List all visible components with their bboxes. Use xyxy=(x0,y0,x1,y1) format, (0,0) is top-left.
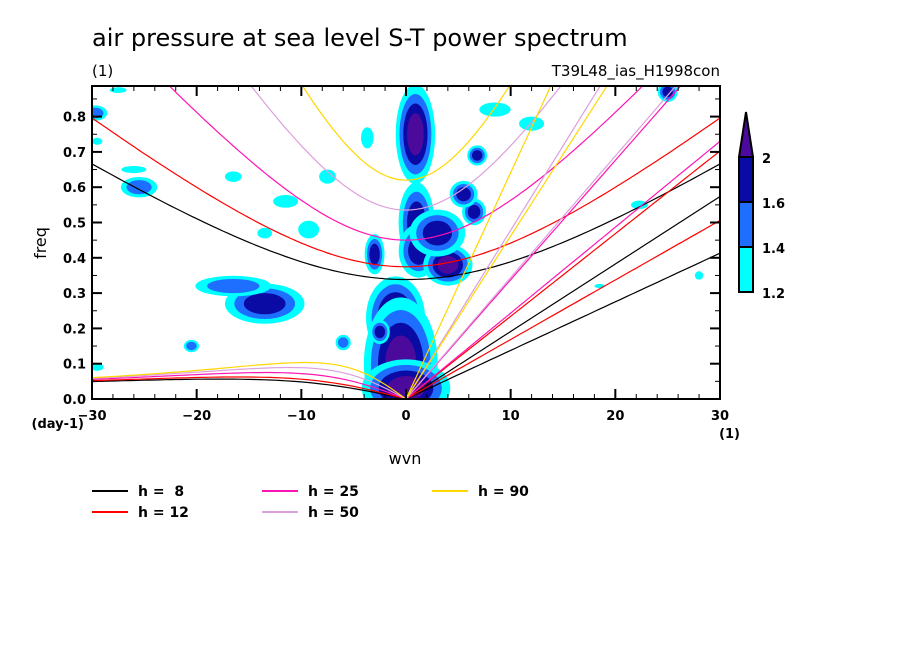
colorbar-segment xyxy=(738,156,754,203)
contour-blob xyxy=(109,87,127,93)
inertia-gravity-curve xyxy=(250,86,562,211)
contour-blob xyxy=(92,137,103,145)
contour-blob xyxy=(662,86,673,98)
colorbar-label: 1.4 xyxy=(762,242,785,257)
y-tick-label: 0.1 xyxy=(63,358,86,373)
contour-blob xyxy=(257,227,273,239)
colorbar-label: 1.6 xyxy=(762,197,785,212)
y-tick-label: 0.2 xyxy=(63,322,86,337)
legend-label: h = 25 xyxy=(308,484,359,500)
contour-blob xyxy=(374,325,386,339)
contour-blob xyxy=(422,220,453,246)
rossby-curve xyxy=(92,371,407,399)
y-axis-unit: (day-1) xyxy=(32,417,84,432)
x-axis-unit: (1) xyxy=(719,427,740,442)
y-tick-label: 0.8 xyxy=(63,111,86,126)
contour-blob xyxy=(298,220,320,239)
contour-blob xyxy=(471,150,483,161)
x-tick-label: −20 xyxy=(182,409,211,424)
inertia-gravity-curve xyxy=(92,117,720,268)
y-tick-label: 0.5 xyxy=(63,217,86,232)
y-tick-label: 0.3 xyxy=(63,287,86,302)
x-axis-label: wvn xyxy=(389,449,422,468)
kelvin-curve-secondary xyxy=(405,140,720,399)
legend-label: h = 90 xyxy=(478,484,529,500)
x-tick-label: −10 xyxy=(287,409,316,424)
contour-blob xyxy=(126,180,152,195)
colorbar-extend-triangle xyxy=(737,111,755,158)
kelvin-curve-secondary xyxy=(405,252,720,399)
colorbar-segment xyxy=(738,246,754,293)
kelvin-curve-secondary xyxy=(405,86,608,399)
chart-subtitle-run: T39L48_ias_H1998con xyxy=(551,62,720,81)
colorbar-label: 2 xyxy=(762,152,771,167)
kelvin-curve xyxy=(405,86,601,399)
kelvin-curve-secondary xyxy=(405,86,677,399)
colorbar-label: 1.2 xyxy=(762,287,785,302)
y-axis-label: freq xyxy=(31,227,50,259)
contour-blob xyxy=(207,278,260,294)
contour-blob xyxy=(407,113,424,156)
y-tick-label: 0.6 xyxy=(63,181,86,196)
rossby-curve xyxy=(92,378,407,399)
rossby-curve xyxy=(92,366,407,399)
contour-blob xyxy=(594,283,605,289)
legend-label: h = 50 xyxy=(308,505,359,521)
y-tick-label: 0.7 xyxy=(63,146,86,161)
colorbar-segment xyxy=(738,201,754,248)
contour-fill-layer xyxy=(92,86,704,399)
kelvin-curve xyxy=(405,195,720,399)
inertia-gravity-curve xyxy=(92,163,720,281)
contour-blob xyxy=(337,337,349,348)
x-tick-label: −30 xyxy=(78,409,107,424)
contour-blob xyxy=(456,187,471,202)
y-tick-label: 0.0 xyxy=(63,393,86,408)
contour-blob xyxy=(121,166,147,174)
colorbar: 1.2 1.4 1.6 2 xyxy=(737,111,785,302)
x-tick-label: 10 xyxy=(502,409,520,424)
contour-blob xyxy=(360,127,374,149)
contour-blob xyxy=(437,256,459,274)
chart-subtitle-unit: (1) xyxy=(92,62,113,80)
contour-blob xyxy=(186,341,197,351)
dispersion-curve-layer xyxy=(92,86,720,399)
kelvin-curve-secondary xyxy=(405,219,720,399)
kelvin-curve xyxy=(405,150,720,399)
kelvin-curve xyxy=(405,86,682,399)
x-tick-label: 30 xyxy=(711,409,729,424)
contour-blob xyxy=(92,363,104,371)
x-axis: −30 −20 −10 0 10 20 30 xyxy=(78,86,729,424)
contour-blob xyxy=(369,243,380,265)
rossby-curve xyxy=(92,361,407,399)
contour-blob xyxy=(319,169,336,184)
legend: h = 8 h = 12 h = 25 h = 50 h = 90 xyxy=(92,484,529,521)
legend-label: h = 12 xyxy=(138,505,189,521)
contour-blob xyxy=(479,102,511,117)
contour-blob xyxy=(631,200,648,210)
contour-blob xyxy=(467,204,481,219)
inertia-gravity-curve xyxy=(301,86,511,181)
contour-blob xyxy=(224,171,242,182)
kelvin-curve xyxy=(405,86,552,399)
legend-label: h = 8 xyxy=(138,484,184,500)
rossby-curve xyxy=(92,376,407,399)
inertia-gravity-curve xyxy=(168,86,644,241)
y-tick-label: 0.4 xyxy=(63,252,86,267)
contour-blob xyxy=(519,116,545,131)
y-axis: 0.0 0.1 0.2 0.3 0.4 0.5 0.6 0.7 0.8 xyxy=(63,98,720,408)
x-tick-label: 20 xyxy=(606,409,624,424)
chart-title: air pressure at sea level S-T power spec… xyxy=(92,24,628,52)
contour-blob xyxy=(273,194,299,208)
contour-blob xyxy=(694,271,704,280)
x-tick-label: 0 xyxy=(401,409,410,424)
contour-blob xyxy=(243,293,286,315)
